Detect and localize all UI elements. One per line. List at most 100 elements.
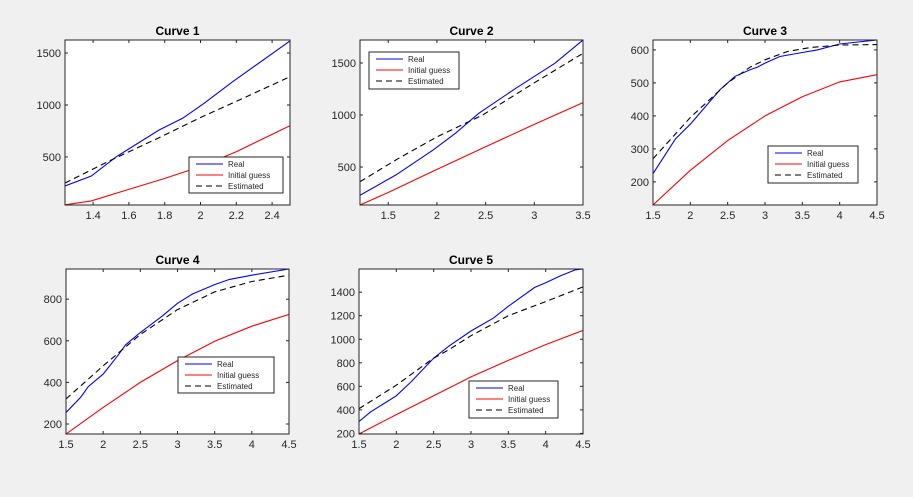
y-tick-label: 500 — [43, 152, 61, 164]
x-tick-label: 1.5 — [381, 210, 396, 222]
y-tick-label: 1000 — [332, 110, 356, 122]
series-line-real — [359, 269, 583, 423]
series-line-estimated — [360, 52, 583, 183]
legend[interactable]: Real Initial guess Estimated — [177, 356, 275, 394]
legend-label: Estimated — [228, 182, 264, 191]
y-tick-label: 200 — [337, 428, 355, 440]
subplot-3: 1.5 2 2.5 3 3.5 4 4.5 200 300 400 500 600 Curve 3 Rea… — [631, 24, 885, 222]
x-tick-label: 2.4 — [264, 210, 279, 222]
x-tick-label: 4.5 — [575, 439, 590, 451]
subplot-2: 1.5 2 2.5 3 3.5 500 1000 1500 Curve 2 Real Initial… — [332, 24, 591, 222]
legend-label: Real — [508, 384, 525, 393]
x-tick-label: 2 — [434, 210, 440, 222]
y-tick-label: 600 — [337, 381, 355, 393]
subplot-title: Curve 2 — [449, 24, 493, 38]
y-tick-label: 400 — [631, 111, 649, 123]
legend-label: Initial guess — [408, 66, 450, 75]
y-tick-label: 200 — [44, 419, 62, 431]
y-tick-label: 500 — [631, 78, 649, 90]
x-tick-label: 2.5 — [478, 210, 493, 222]
x-tick-label: 1.4 — [85, 210, 100, 222]
y-tick-label: 600 — [631, 45, 649, 57]
y-tick-label: 1400 — [331, 287, 355, 299]
legend-label: Initial guess — [217, 371, 259, 380]
series-line-real — [66, 269, 289, 413]
x-tick-label: 2 — [393, 439, 399, 451]
x-tick-label: 2 — [687, 210, 693, 222]
series-line-initial-guess — [653, 74, 877, 205]
legend[interactable]: Real Initial guess Estimated — [767, 145, 859, 184]
y-tick-label: 1000 — [331, 334, 355, 346]
x-tick-label: 3.5 — [207, 439, 222, 451]
legend-label: Real — [228, 160, 245, 169]
y-tick-label: 1500 — [37, 48, 61, 60]
y-tick-label: 300 — [631, 144, 649, 156]
series-line-initial-guess — [359, 329, 583, 434]
legend-label: Initial guess — [228, 171, 270, 180]
subplots: 1.4 1.6 1.8 2 2.2 2.4 500 1000 1500 Curve 1 Real In… — [37, 24, 885, 451]
legend-label: Real — [408, 55, 425, 64]
series-group — [65, 40, 290, 205]
x-tick-label: 3 — [531, 210, 537, 222]
x-tick-label: 4 — [249, 439, 255, 451]
y-tick-label: 200 — [631, 177, 649, 189]
series-group — [653, 40, 877, 205]
legend-label: Estimated — [217, 382, 253, 391]
subplot-title: Curve 5 — [449, 253, 493, 267]
x-tick-label: 3 — [174, 439, 180, 451]
legend-label: Real — [807, 149, 824, 158]
subplot-title: Curve 1 — [155, 24, 199, 38]
y-tick-label: 1200 — [331, 311, 355, 323]
y-tick-label: 800 — [44, 294, 62, 306]
axes-frame — [359, 39, 584, 206]
legend[interactable]: Real Initial guess Estimated — [368, 51, 460, 90]
x-tick-label: 2 — [197, 210, 203, 222]
subplot-title: Curve 3 — [743, 24, 787, 38]
subplot-title: Curve 4 — [155, 253, 199, 267]
legend-label: Estimated — [408, 77, 444, 86]
x-tick-label: 2.5 — [720, 210, 735, 222]
x-tick-label: 4.5 — [869, 210, 884, 222]
x-tick-label: 2.5 — [133, 439, 148, 451]
x-tick-label: 4 — [543, 439, 549, 451]
legend-label: Initial guess — [508, 395, 550, 404]
series-line-estimated — [359, 286, 583, 410]
series-line-real — [360, 40, 583, 196]
legend[interactable]: Real Initial guess Estimated — [188, 156, 284, 194]
axes-background — [66, 269, 289, 434]
x-tick-label: 3 — [762, 210, 768, 222]
y-tick-label: 400 — [44, 377, 62, 389]
x-tick-label: 1.5 — [58, 439, 73, 451]
series-line-initial-guess — [360, 102, 583, 205]
subplot-5: 1.5 2 2.5 3 3.5 4 4.5 200 400 600 800 1000 1200 1400 C… — [331, 253, 591, 451]
x-tick-label: 1.5 — [645, 210, 660, 222]
x-tick-label: 3.5 — [795, 210, 810, 222]
x-tick-label: 2 — [100, 439, 106, 451]
y-tick-label: 600 — [44, 336, 62, 348]
series-line-real — [653, 40, 877, 174]
series-line-initial-guess — [65, 125, 290, 205]
x-tick-label: 2.5 — [426, 439, 441, 451]
x-tick-label: 4.5 — [281, 439, 296, 451]
y-tick-label: 400 — [337, 405, 355, 417]
x-tick-label: 3 — [468, 439, 474, 451]
series-group — [359, 269, 583, 434]
legend-label: Estimated — [807, 171, 843, 180]
subplot-4: 1.5 2 2.5 3 3.5 4 4.5 200 400 600 800 Curve 4 Real In… — [44, 253, 297, 451]
x-tick-label: 3.5 — [501, 439, 516, 451]
legend-label: Estimated — [508, 406, 544, 415]
legend[interactable]: Real Initial guess Estimated — [468, 380, 559, 419]
x-tick-label: 2.2 — [229, 210, 244, 222]
y-tick-label: 1500 — [332, 58, 356, 70]
x-tick-label: 4 — [837, 210, 843, 222]
y-tick-label: 500 — [338, 162, 356, 174]
x-tick-label: 1.5 — [351, 439, 366, 451]
series-line-real — [65, 40, 290, 187]
y-tick-label: 1000 — [37, 100, 61, 112]
y-tick-label: 800 — [337, 358, 355, 370]
axes-frame — [64, 39, 291, 206]
series-group — [360, 40, 583, 205]
x-tick-label: 1.8 — [157, 210, 172, 222]
series-line-estimated — [65, 76, 290, 184]
x-tick-label: 3.5 — [575, 210, 590, 222]
